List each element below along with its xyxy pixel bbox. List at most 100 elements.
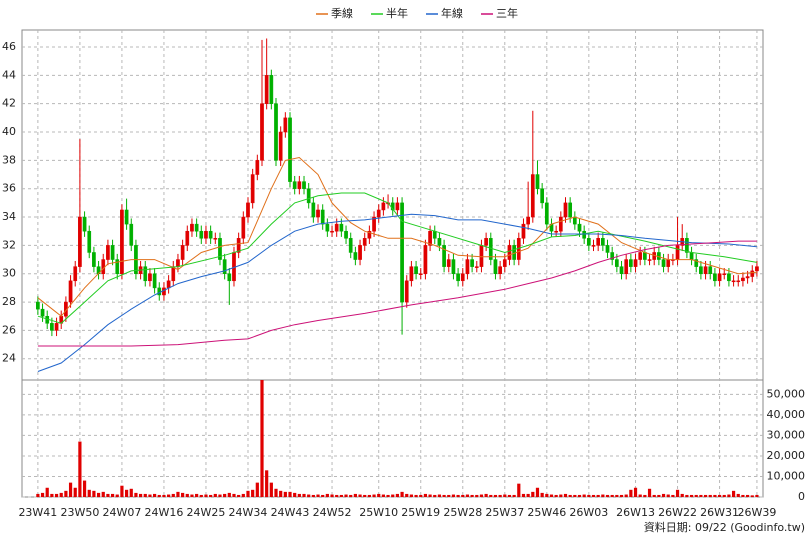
volume-bar xyxy=(694,494,698,497)
volume-bar xyxy=(400,491,404,497)
candle-body xyxy=(306,188,311,204)
volume-bar xyxy=(615,494,619,497)
candle-body xyxy=(255,160,260,175)
candle-body xyxy=(526,216,530,225)
volume-bar xyxy=(101,491,105,497)
candle-body xyxy=(638,252,643,260)
y-tick-label: 26 xyxy=(2,323,16,336)
candle-body xyxy=(129,223,134,246)
volume-bar xyxy=(283,491,287,497)
candle-body xyxy=(437,238,442,246)
candle-body xyxy=(264,75,269,104)
x-tick-label: 24W16 xyxy=(145,506,184,519)
candle-body xyxy=(395,202,400,211)
candle-body xyxy=(344,230,348,239)
candle-body xyxy=(320,209,325,225)
candle-body xyxy=(605,245,610,253)
y2-tick-label: 50,000 xyxy=(767,387,806,400)
candle-body xyxy=(507,245,512,260)
candle-body xyxy=(176,259,180,267)
volume-bar xyxy=(507,494,512,497)
candle-body xyxy=(180,245,185,260)
volume-bar xyxy=(349,494,353,497)
candle-body xyxy=(460,273,465,282)
volume-bar xyxy=(685,494,689,497)
volume-bar xyxy=(153,493,157,497)
volume-bar xyxy=(745,494,750,497)
volume-bar xyxy=(437,494,442,497)
volume-bar xyxy=(484,493,488,497)
volume-bar xyxy=(521,493,526,497)
candle-body xyxy=(610,252,615,260)
candle-body xyxy=(624,259,629,274)
volume-bar xyxy=(638,494,642,497)
x-tick-label: 26W13 xyxy=(616,506,655,519)
candle-body xyxy=(36,301,40,310)
candle-body xyxy=(250,174,255,204)
candle-body xyxy=(92,252,96,267)
candle-body xyxy=(274,103,278,161)
volume-bar xyxy=(120,485,124,497)
candle-body xyxy=(498,266,502,274)
volume-bar xyxy=(498,494,502,497)
volume-bar xyxy=(535,487,540,497)
candle-body xyxy=(755,266,759,272)
volume-bar xyxy=(213,493,217,497)
y-tick-label: 46 xyxy=(2,40,16,53)
volume-bar xyxy=(489,494,493,497)
volume-bar xyxy=(517,483,521,497)
candle-body xyxy=(474,266,479,268)
candle-body xyxy=(568,202,573,218)
volume-bar xyxy=(190,494,194,497)
candle-body xyxy=(236,238,241,253)
volume-bar xyxy=(274,488,278,497)
volume-bar xyxy=(167,494,171,497)
candle-body xyxy=(456,273,460,282)
candle-body xyxy=(414,266,418,274)
candle-body xyxy=(339,223,344,232)
volume-bar xyxy=(59,492,63,497)
volume-bar xyxy=(311,494,315,497)
candle-body xyxy=(502,259,507,267)
volume-bar xyxy=(106,493,110,497)
candle-body xyxy=(428,230,432,246)
candle-body xyxy=(544,202,549,225)
candle-body xyxy=(572,216,577,225)
candle-body xyxy=(334,223,339,232)
y-tick-label: 40 xyxy=(2,125,16,138)
candle-body xyxy=(110,245,115,260)
volume-bar xyxy=(470,494,474,497)
volume-bar xyxy=(237,494,241,497)
volume-bar xyxy=(442,494,446,497)
volume-bar xyxy=(573,494,577,497)
volume-bar xyxy=(316,494,320,497)
candle-body xyxy=(194,223,199,232)
volume-bar xyxy=(302,493,306,497)
candle-body xyxy=(708,266,713,274)
volume-bar xyxy=(647,488,652,497)
volume-bar xyxy=(409,494,414,497)
candle-body xyxy=(694,259,699,267)
candle-body xyxy=(521,223,526,239)
volume-bar xyxy=(423,493,428,497)
candle-body xyxy=(143,266,148,282)
candle-body xyxy=(685,238,689,253)
candle-body xyxy=(689,252,694,260)
candle-body xyxy=(647,259,652,261)
candle-body xyxy=(302,181,306,189)
candle-body xyxy=(199,230,204,239)
candle-body xyxy=(241,216,246,239)
candle-body xyxy=(292,181,297,189)
volume-bar xyxy=(251,489,255,497)
candle-body xyxy=(246,202,250,218)
candle-body xyxy=(120,209,124,274)
volume-bar xyxy=(386,494,390,497)
volume-bar xyxy=(209,494,213,497)
candle-body xyxy=(376,209,381,218)
volume-bar xyxy=(129,488,133,497)
volume-bar xyxy=(428,494,432,497)
candle-body xyxy=(596,238,601,246)
x-tick-label: 23W50 xyxy=(60,506,99,519)
candle-body xyxy=(470,259,474,267)
